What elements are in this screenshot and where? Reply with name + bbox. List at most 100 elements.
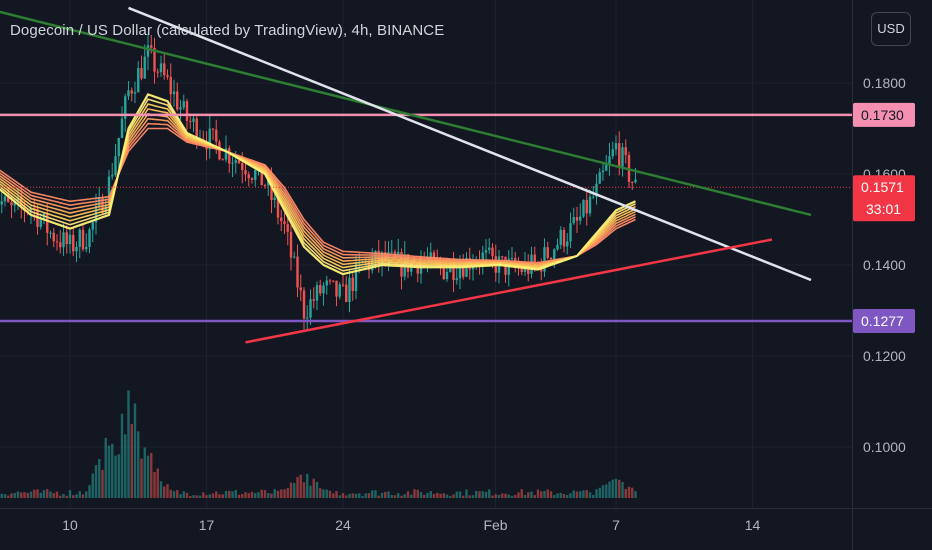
candle-body (549, 257, 553, 260)
candle-body (179, 107, 182, 110)
green-trendline[interactable] (0, 0, 812, 217)
countdown-label: 33:01 (866, 201, 901, 217)
candle-body (81, 229, 85, 250)
candle-body (351, 277, 354, 292)
volume-bar (585, 490, 588, 498)
volume-bar (36, 489, 39, 498)
candle-body (52, 232, 55, 242)
candle-body (254, 169, 257, 180)
white-trendline[interactable] (128, 6, 812, 282)
trendlines[interactable] (0, 0, 812, 344)
volume-bar (195, 495, 198, 498)
volume-bar (179, 494, 182, 498)
volume-bar (569, 493, 572, 498)
candle-body (276, 197, 280, 218)
volume-bar (358, 493, 361, 498)
candle-body (237, 160, 241, 164)
time-axis[interactable]: 10 17 24 Feb 7 14 (62, 517, 760, 533)
volume-bar (497, 494, 501, 498)
volume-bars (0, 390, 637, 498)
candle-body (78, 229, 81, 247)
candle-body (88, 229, 91, 247)
candle-body (562, 229, 566, 247)
current-price-tag-label: 0.1571 (861, 179, 904, 195)
volume-bar (536, 489, 540, 498)
volume-bar (306, 473, 309, 498)
volume-bar (488, 489, 491, 498)
volume-bar (345, 495, 348, 498)
candle-body (241, 163, 244, 170)
red-trendline[interactable] (245, 238, 773, 344)
volume-bar (62, 493, 65, 498)
resistance-price-tag: 0.1730 (853, 102, 915, 127)
volume-bar (0, 493, 3, 498)
volume-bar (133, 403, 137, 498)
candle-body (39, 219, 42, 227)
volume-bar (208, 494, 211, 498)
volume-bar (78, 491, 81, 498)
volume-bar (455, 491, 458, 498)
candle-body (195, 118, 198, 142)
candle-body (452, 263, 455, 281)
volume-bar (465, 489, 468, 498)
candle-body (488, 247, 491, 251)
candle-body (62, 232, 65, 248)
volume-bar (198, 495, 202, 498)
volume-bar (72, 495, 75, 498)
currency-button[interactable]: USD (871, 12, 911, 46)
volume-bar (520, 489, 523, 498)
volume-bar (562, 494, 566, 498)
volume-bar (419, 492, 423, 498)
volume-bar (88, 485, 91, 498)
volume-bar (426, 493, 429, 498)
volume-bar (582, 490, 585, 498)
candle-body (189, 120, 192, 122)
candle-body (228, 148, 231, 164)
volume-bar (484, 491, 488, 498)
candle-body (107, 176, 111, 206)
volume-bar (367, 493, 371, 498)
candle-body (10, 202, 13, 206)
volume-bar (270, 493, 273, 498)
x-tick-label: 14 (745, 517, 761, 533)
volume-bar (348, 493, 351, 498)
candle-body (59, 242, 62, 248)
candle-body (137, 68, 140, 93)
candle-body (124, 96, 127, 119)
volume-bar (319, 488, 322, 498)
candle-body (634, 179, 637, 183)
candle-body (250, 178, 254, 180)
volume-bar (20, 492, 23, 498)
volume-bar (124, 434, 127, 498)
candle-body (211, 128, 215, 130)
candle-body (192, 118, 195, 122)
volume-bar (494, 494, 497, 498)
volume-bar (81, 494, 85, 498)
volume-bar (55, 491, 59, 498)
candle-body (55, 241, 59, 243)
x-tick-label: 17 (199, 517, 215, 533)
candle-body (270, 179, 273, 200)
candle-body (150, 45, 153, 48)
volume-bar (559, 492, 562, 498)
volume-bar (101, 469, 104, 498)
volume-bar (3, 493, 7, 498)
horizontal-lines[interactable] (0, 113, 852, 323)
volume-bar (104, 437, 107, 498)
volume-bar (159, 481, 163, 498)
volume-bar (322, 489, 325, 498)
volume-bar (68, 490, 72, 498)
volume-bar (107, 445, 111, 498)
candle-body (556, 244, 559, 250)
volume-bar (244, 492, 247, 498)
candle-body (520, 268, 523, 272)
volume-bar (276, 490, 280, 498)
volume-bar (237, 494, 241, 498)
volume-bar (143, 447, 146, 498)
volume-bar (533, 495, 536, 498)
ema-ribbon-line (0, 108, 636, 268)
volume-bar (462, 495, 465, 498)
candle-body (65, 232, 68, 245)
